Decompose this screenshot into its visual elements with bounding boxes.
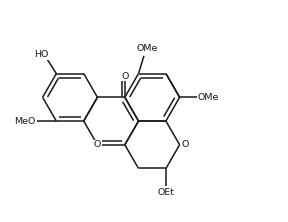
Text: OEt: OEt [158,188,175,197]
Text: O: O [181,140,189,149]
Text: OMe: OMe [198,93,219,102]
Text: HO: HO [35,50,49,59]
Text: O: O [121,72,128,81]
Text: MeO: MeO [14,117,35,125]
Text: OMe: OMe [136,44,158,54]
Text: O: O [94,140,101,149]
